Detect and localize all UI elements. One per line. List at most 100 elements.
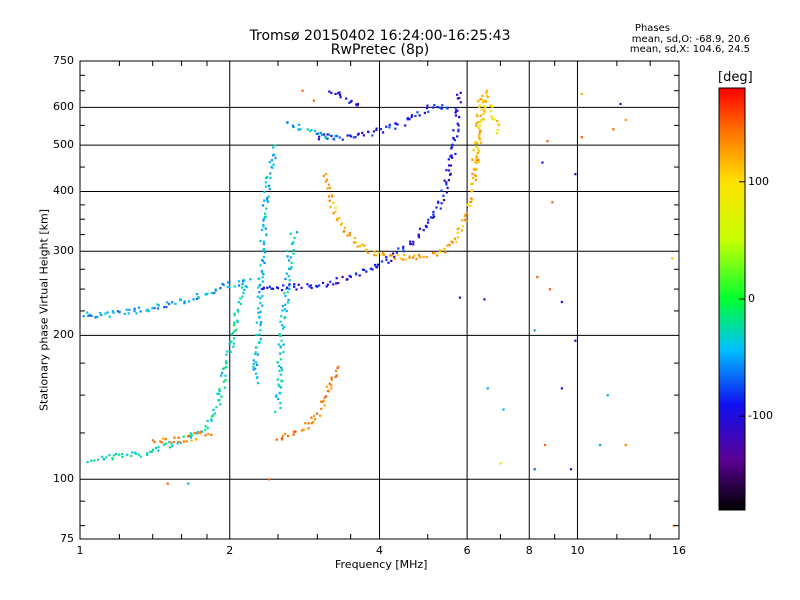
data-point <box>277 364 281 368</box>
data-point <box>179 441 182 444</box>
data-point <box>178 440 181 443</box>
data-point <box>268 285 271 288</box>
data-point <box>233 312 236 315</box>
data-point <box>288 267 291 270</box>
data-point <box>232 324 236 327</box>
data-point <box>320 133 324 136</box>
data-point <box>485 94 489 97</box>
data-point <box>479 141 483 144</box>
data-point <box>281 438 284 441</box>
data-point <box>340 222 343 225</box>
data-point <box>502 408 505 411</box>
data-point <box>280 315 283 318</box>
data-point <box>490 115 493 118</box>
data-point <box>262 243 266 246</box>
data-point <box>258 284 262 287</box>
data-point <box>226 350 229 353</box>
data-point <box>457 227 460 230</box>
data-point <box>417 234 420 237</box>
data-point <box>151 450 154 453</box>
data-point <box>338 136 341 139</box>
data-point <box>471 182 475 185</box>
data-point <box>218 388 221 391</box>
data-point <box>450 145 454 149</box>
data-point <box>309 284 312 287</box>
data-point <box>458 296 461 299</box>
data-point <box>442 194 445 197</box>
data-point <box>449 164 453 167</box>
data-point <box>328 90 331 93</box>
data-point <box>333 138 336 141</box>
data-point <box>422 255 425 259</box>
data-point <box>334 375 337 378</box>
data-point <box>455 240 458 244</box>
data-point <box>329 280 332 283</box>
data-point <box>117 453 121 456</box>
data-point <box>330 387 333 390</box>
data-point <box>326 133 329 136</box>
data-point <box>252 365 255 368</box>
plot-frame <box>79 60 680 540</box>
data-point <box>460 229 464 232</box>
data-point <box>328 382 331 385</box>
data-point <box>367 130 370 134</box>
data-point <box>399 257 402 260</box>
data-point <box>274 410 277 414</box>
data-point <box>279 358 283 361</box>
data-point <box>444 251 447 254</box>
data-point <box>279 373 282 376</box>
data-point <box>179 298 182 301</box>
data-point <box>288 287 291 290</box>
data-point <box>279 406 282 410</box>
data-point <box>286 121 289 124</box>
data-point <box>436 254 439 257</box>
data-point <box>377 251 380 254</box>
data-point <box>258 333 261 336</box>
data-point <box>226 281 230 284</box>
data-point <box>310 286 313 290</box>
data-point <box>258 341 261 344</box>
data-point <box>454 107 457 110</box>
data-point <box>672 524 675 527</box>
data-point <box>373 253 376 257</box>
data-point <box>599 443 602 447</box>
data-point <box>348 134 351 137</box>
data-point <box>156 303 159 306</box>
data-point <box>349 135 353 138</box>
data-point <box>254 352 257 356</box>
data-point <box>297 283 300 286</box>
data-point <box>393 255 396 259</box>
chart-title: Tromsø 20150402 16:24:00-16:25:43 <box>249 28 511 44</box>
data-point <box>461 224 464 228</box>
data-point <box>316 132 320 135</box>
data-point <box>163 305 166 309</box>
data-point <box>438 251 441 254</box>
data-point <box>332 201 335 205</box>
data-point <box>471 172 474 175</box>
data-point <box>292 430 295 433</box>
data-point <box>339 96 342 99</box>
data-point <box>410 114 414 117</box>
data-point <box>292 241 295 244</box>
x-tick-label: 16 <box>672 544 686 557</box>
data-point <box>425 226 428 229</box>
data-point <box>477 147 480 150</box>
data-point <box>237 310 240 313</box>
data-point <box>345 97 348 100</box>
data-point <box>241 280 245 283</box>
data-point <box>363 244 366 247</box>
data-point <box>285 286 289 289</box>
data-point <box>87 314 90 318</box>
data-point <box>282 284 285 287</box>
data-point <box>265 233 268 236</box>
data-point <box>241 295 244 298</box>
data-point <box>210 418 213 421</box>
data-point <box>112 311 115 314</box>
data-point <box>310 416 313 419</box>
data-point <box>418 255 421 258</box>
data-point <box>445 191 449 194</box>
data-point <box>323 396 326 399</box>
data-point <box>285 287 288 290</box>
data-point <box>260 288 263 291</box>
data-point <box>242 291 245 295</box>
